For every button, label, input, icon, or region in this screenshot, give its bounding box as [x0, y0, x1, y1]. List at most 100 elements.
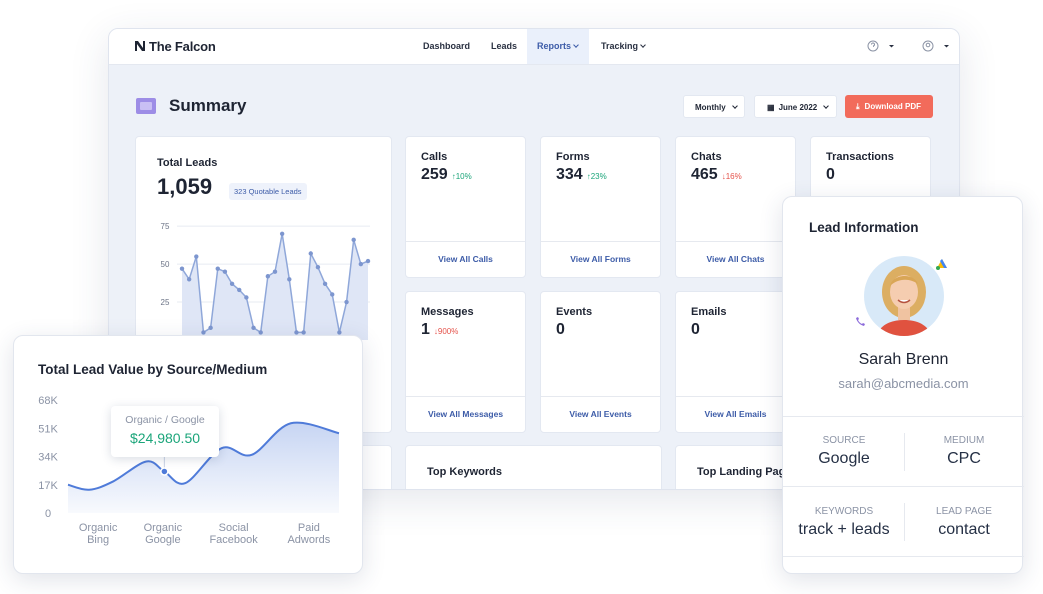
- help-menu[interactable]: [867, 39, 897, 53]
- point: [272, 269, 278, 274]
- view-link[interactable]: View All Messages: [427, 409, 504, 419]
- point: [215, 266, 220, 271]
- nav-item[interactable]: Tracking: [601, 41, 646, 51]
- nav-item[interactable]: Reports: [537, 41, 579, 51]
- divider: [541, 396, 660, 397]
- metric-row: 0: [691, 321, 700, 339]
- metric-change: ↓16%: [721, 172, 742, 181]
- point: [279, 231, 285, 236]
- nav-item-label: Tracking: [601, 41, 639, 51]
- metric-card: Forms 334 ↑23% View All Forms: [540, 136, 661, 278]
- point: [201, 330, 206, 335]
- total-leads-chart: 25 50 75: [161, 222, 371, 340]
- summary-title: Summary: [169, 96, 247, 115]
- tooltip-value: $24,980.50: [129, 430, 201, 446]
- x-tick-label: Social Facebook: [209, 522, 258, 546]
- metric-change: ↑23%: [586, 172, 607, 181]
- point: [251, 325, 256, 331]
- divider: [904, 433, 905, 471]
- metric-title: Messages: [421, 306, 474, 318]
- metric-row: 1 ↓900%: [421, 321, 458, 339]
- y-tick-label: 51K: [38, 423, 58, 435]
- period-select[interactable]: Monthly: [683, 95, 745, 118]
- divider: [904, 503, 905, 541]
- nav-active-bg: [527, 29, 589, 64]
- y-tick-label: 75: [161, 222, 170, 231]
- y-tick-label: 34K: [38, 452, 58, 464]
- section-title: Top Landing Pages: [697, 466, 798, 478]
- nav-item[interactable]: Dashboard: [423, 41, 471, 51]
- line: [67, 421, 340, 491]
- point: [258, 330, 263, 335]
- tooltip-title: Organic / Google: [125, 414, 205, 426]
- point: [237, 287, 242, 293]
- divider: [783, 486, 1024, 487]
- metric-change: ↓900%: [433, 327, 459, 336]
- user-menu[interactable]: [922, 39, 952, 53]
- month-select[interactable]: ▦ June 2022: [754, 95, 837, 118]
- x-tick-label: Organic Bing: [78, 522, 118, 546]
- period-label: Monthly: [695, 103, 726, 112]
- metric-change: ↑10%: [451, 172, 472, 181]
- view-link[interactable]: View All Calls: [438, 254, 493, 264]
- navbar: The Falcon Dashboard Leads Reports Track…: [109, 29, 959, 65]
- field-value: contact: [938, 521, 990, 538]
- point: [358, 261, 364, 267]
- metric-value: 465: [691, 166, 718, 183]
- metric-row: 465 ↓16%: [691, 166, 742, 184]
- divider: [406, 396, 525, 397]
- metric-title: Emails: [691, 306, 727, 318]
- download-icon: ⤓: [856, 102, 860, 111]
- section-title: Top Keywords: [427, 466, 502, 478]
- lead-email: sarah@abcmedia.com: [838, 376, 969, 391]
- summary-icon: [136, 98, 156, 114]
- lead-info-title: Lead Information: [809, 220, 919, 235]
- area: [182, 233, 368, 340]
- field-value: track + leads: [798, 521, 890, 538]
- nav-item[interactable]: Leads: [491, 41, 518, 51]
- calendar-icon: ▦: [767, 103, 775, 112]
- point: [308, 251, 313, 256]
- metric-card: Calls 259 ↑10% View All Calls: [405, 136, 526, 278]
- metric-title: Chats: [691, 151, 722, 163]
- field-label: KEYWORDS: [814, 506, 874, 517]
- point: [244, 295, 249, 300]
- metric-value: 0: [691, 321, 700, 338]
- x-tick-label: Paid Adwords: [287, 522, 331, 546]
- point: [160, 467, 169, 476]
- point: [179, 266, 185, 271]
- point: [337, 330, 342, 335]
- metric-value: 259: [421, 166, 448, 183]
- point: [265, 274, 271, 279]
- view-link[interactable]: View All Chats: [706, 254, 765, 264]
- metric-value: 0: [556, 321, 565, 338]
- nav-item-label: Reports: [537, 41, 572, 51]
- view-link[interactable]: View All Emails: [704, 409, 767, 419]
- y-tick-label: 17K: [38, 480, 58, 492]
- brand-name[interactable]: The Falcon: [149, 39, 216, 54]
- metric-title: Transactions: [826, 151, 894, 163]
- divider: [406, 241, 525, 242]
- lead-value-chart: 0 17K 34K 51K 68K: [38, 395, 340, 520]
- download-button[interactable]: ⤓ Download PDF: [845, 95, 933, 118]
- point: [194, 254, 199, 259]
- field-value: CPC: [947, 450, 981, 467]
- y-tick-label: 0: [45, 508, 51, 520]
- metric-card: Chats 465 ↓16% View All Chats: [675, 136, 796, 278]
- divider: [541, 241, 660, 242]
- divider: [783, 416, 1024, 417]
- view-link[interactable]: View All Forms: [570, 254, 631, 264]
- view-link[interactable]: View All Events: [569, 409, 632, 419]
- keywords-card: Top Keywords: [405, 445, 662, 489]
- metric-value: 334: [556, 166, 583, 183]
- point: [222, 269, 228, 274]
- download-label: Download PDF: [864, 102, 921, 111]
- y-tick-label: 50: [161, 260, 170, 269]
- brand-logo: [135, 41, 145, 51]
- point: [287, 277, 292, 282]
- point: [315, 264, 321, 270]
- lead-value-title: Total Lead Value by Source/Medium: [38, 362, 268, 377]
- divider: [676, 241, 795, 242]
- y-tick-label: 68K: [38, 395, 58, 407]
